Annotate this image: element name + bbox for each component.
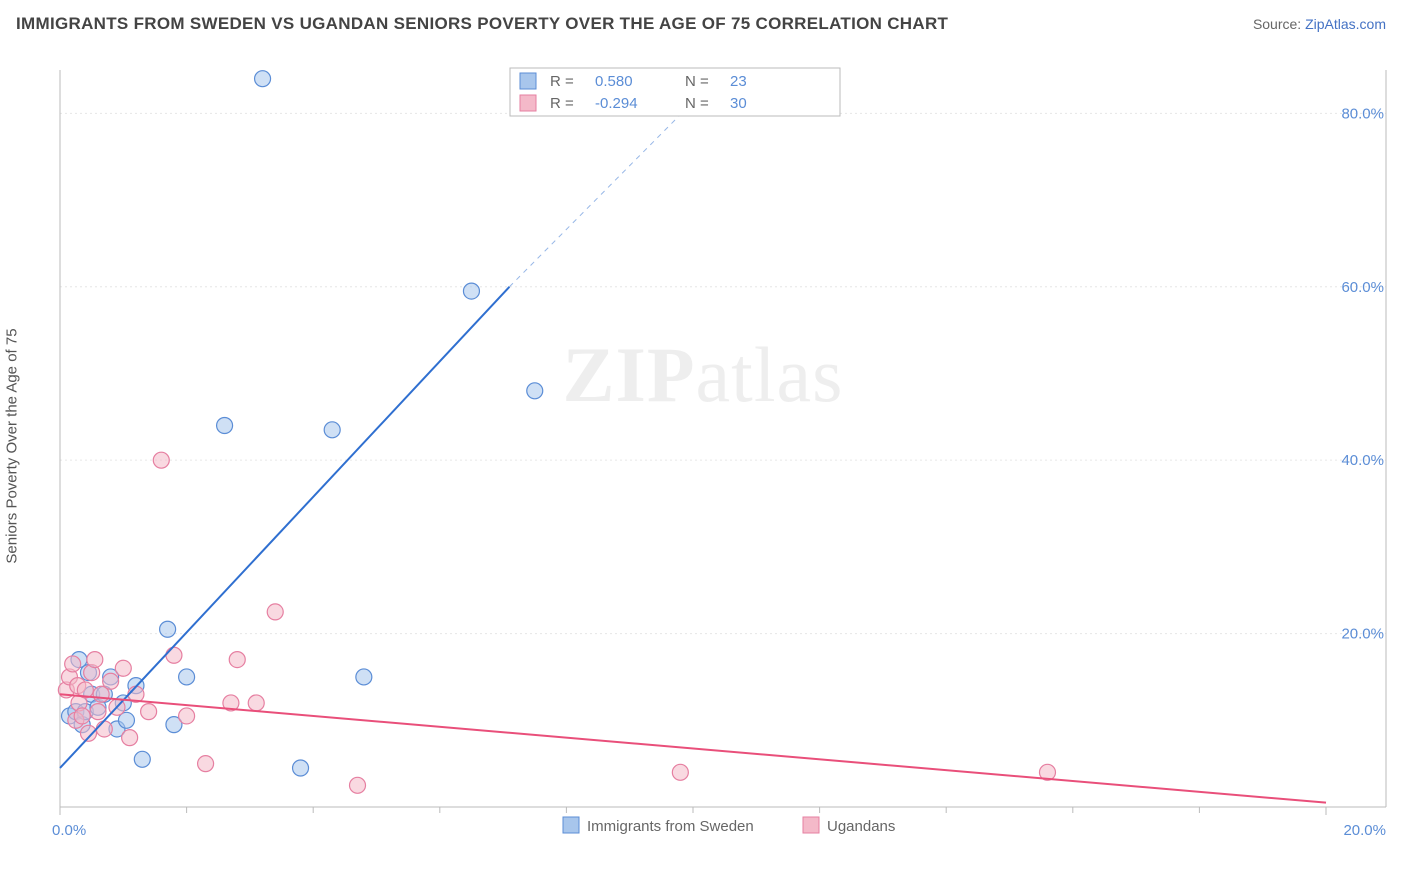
scatter-point-ugandans — [267, 604, 283, 620]
chart-area: 0.0% 20.0% 20.0% 40.0% 60.0% 80.0% R = 0.580 N =… — [50, 60, 1396, 852]
legend-r-label: R = — [550, 95, 574, 112]
source-prefix: Source: — [1253, 16, 1305, 32]
scatter-point-ugandans — [198, 756, 214, 772]
scatter-point-sweden — [356, 669, 372, 685]
scatter-point-ugandans — [103, 673, 119, 689]
scatter-point-sweden — [179, 669, 195, 685]
y-tick-label: 20.0% — [1341, 626, 1384, 643]
scatter-point-sweden — [160, 621, 176, 637]
scatter-point-ugandans — [179, 708, 195, 724]
source-attribution: Source: ZipAtlas.com — [1253, 16, 1386, 32]
scatter-point-ugandans — [141, 704, 157, 720]
chart-title: IMMIGRANTS FROM SWEDEN VS UGANDAN SENIOR… — [16, 14, 948, 34]
scatter-point-ugandans — [350, 777, 366, 793]
scatter-point-ugandans — [74, 708, 90, 724]
scatter-point-sweden — [527, 383, 543, 399]
scatter-point-ugandans — [65, 656, 81, 672]
legend-swatch-sweden — [520, 73, 536, 89]
trend-line-ugandans — [60, 694, 1326, 802]
scatter-point-ugandans — [87, 652, 103, 668]
scatter-point-ugandans — [96, 721, 112, 737]
legend-r-value-sweden: 0.580 — [595, 73, 633, 90]
chart-svg: 0.0% 20.0% 20.0% 40.0% 60.0% 80.0% R = 0.580 N =… — [50, 60, 1396, 852]
legend-r-label: R = — [550, 73, 574, 90]
scatter-point-sweden — [134, 751, 150, 767]
scatter-point-ugandans — [166, 647, 182, 663]
legend-swatch-ugandans — [520, 95, 536, 111]
scatter-point-sweden — [463, 283, 479, 299]
scatter-point-ugandans — [672, 764, 688, 780]
y-axis-label: Seniors Poverty Over the Age of 75 — [4, 328, 21, 563]
legend-bottom-swatch-ugandans — [803, 817, 819, 833]
y-tick-label: 40.0% — [1341, 452, 1384, 469]
x-tick-label: 20.0% — [1343, 822, 1386, 839]
legend-bottom-label-sweden: Immigrants from Sweden — [587, 818, 754, 835]
x-tick-label: 0.0% — [52, 822, 86, 839]
legend-r-value-ugandans: -0.294 — [595, 95, 638, 112]
scatter-point-ugandans — [229, 652, 245, 668]
legend-n-value-sweden: 23 — [730, 73, 747, 90]
scatter-point-sweden — [217, 417, 233, 433]
scatter-point-ugandans — [248, 695, 264, 711]
scatter-point-ugandans — [122, 730, 138, 746]
scatter-point-sweden — [255, 71, 271, 87]
scatter-point-ugandans — [90, 704, 106, 720]
legend-bottom-label-ugandans: Ugandans — [827, 818, 895, 835]
y-tick-label: 60.0% — [1341, 279, 1384, 296]
scatter-point-sweden — [293, 760, 309, 776]
legend-n-value-ugandans: 30 — [730, 95, 747, 112]
source-link[interactable]: ZipAtlas.com — [1305, 16, 1386, 32]
legend-bottom-swatch-sweden — [563, 817, 579, 833]
scatter-point-sweden — [324, 422, 340, 438]
scatter-point-ugandans — [115, 660, 131, 676]
legend-n-label: N = — [685, 95, 709, 112]
y-tick-label: 80.0% — [1341, 105, 1384, 122]
legend-n-label: N = — [685, 73, 709, 90]
scatter-point-ugandans — [153, 452, 169, 468]
trend-line-sweden — [60, 287, 509, 768]
